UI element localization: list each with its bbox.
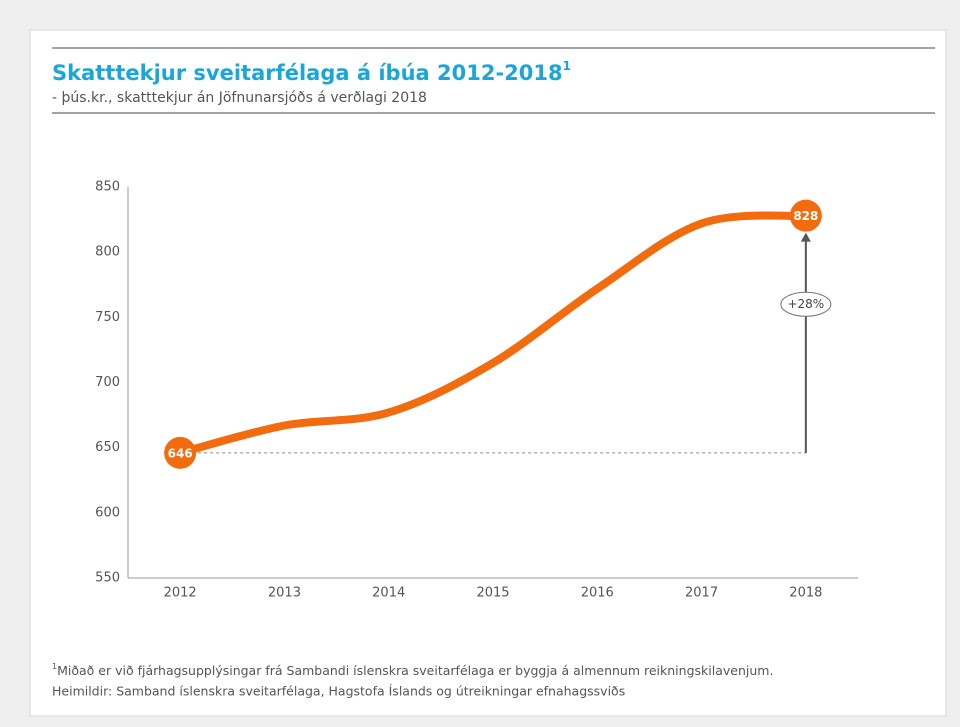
y-tick-label: 850: [95, 180, 120, 195]
footnote-marker: 1: [52, 662, 57, 671]
y-tick-label: 700: [95, 375, 120, 390]
footnote-text: Miðað er við fjárhagsupplýsingar frá Sam…: [57, 663, 773, 678]
x-tick-label: 2012: [164, 586, 197, 601]
end-marker: [789, 199, 822, 232]
end-marker: [164, 436, 197, 469]
source: Heimildir: Samband íslenskra sveitarféla…: [52, 684, 625, 699]
annotation: +28%: [787, 297, 824, 311]
subtitle: - þús.kr., skatttekjur án Jöfnunarsjóðs …: [52, 90, 427, 106]
chart-title: Skatttekjur sveitarfélaga á íbúa 2012-20…: [52, 59, 571, 86]
line: [176, 211, 810, 457]
title-note: 1: [563, 59, 571, 73]
x-tick-label: 2016: [581, 586, 614, 601]
x-tick-label: 2013: [268, 586, 301, 601]
y-tick-label: 650: [95, 440, 120, 455]
panel: [29, 29, 947, 717]
footnote: 1Miðað er við fjárhagsupplýsingar frá Sa…: [52, 662, 773, 678]
x-tick-label: 2018: [789, 586, 822, 601]
y-tick-label: 750: [95, 310, 120, 325]
data-label: 828: [793, 209, 818, 223]
x-tick-label: 2014: [372, 586, 405, 601]
title-text: Skatttekjur sveitarfélaga á íbúa 2012-20…: [52, 61, 563, 85]
y-tick-label: 800: [95, 245, 120, 260]
annotation-bubble: [780, 291, 832, 317]
arrow-head: [800, 232, 811, 242]
x-tick-label: 2017: [685, 586, 718, 601]
x-tick-label: 2015: [476, 586, 509, 601]
y-tick-label: 600: [95, 505, 120, 520]
y-tick-label: 550: [95, 571, 120, 586]
data-label: 646: [168, 446, 193, 460]
